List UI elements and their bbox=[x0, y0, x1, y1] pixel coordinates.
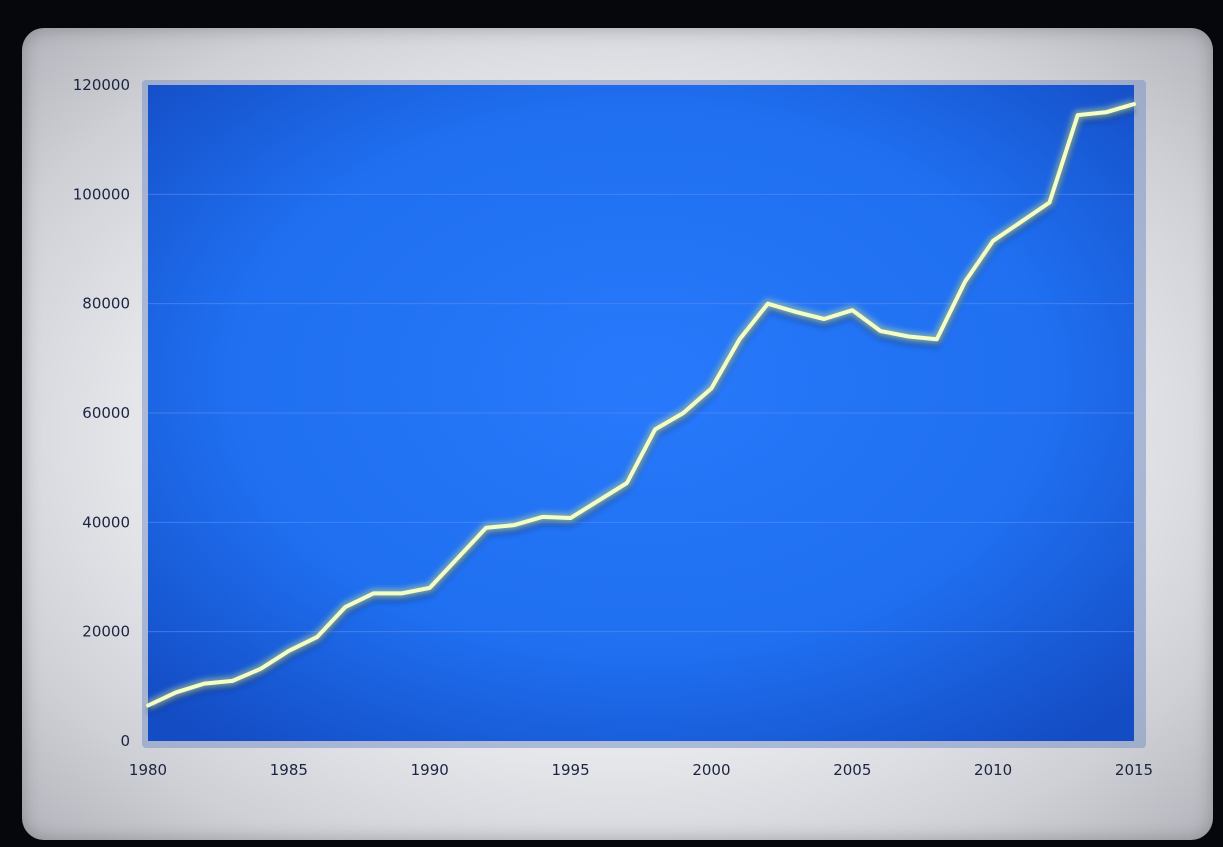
data-point bbox=[878, 329, 882, 333]
series-line bbox=[146, 102, 1136, 708]
data-point bbox=[1019, 220, 1023, 224]
data-point bbox=[597, 498, 601, 502]
data-point bbox=[400, 591, 404, 595]
data-point bbox=[850, 308, 854, 312]
x-tick-label: 1985 bbox=[270, 761, 308, 779]
data-point bbox=[146, 703, 150, 707]
data-point bbox=[287, 649, 291, 653]
data-point bbox=[343, 605, 347, 609]
data-point bbox=[963, 280, 967, 284]
y-axis: 0 20000 40000 60000 80000 100000 120000 bbox=[73, 76, 130, 750]
data-point bbox=[456, 556, 460, 560]
data-point bbox=[174, 690, 178, 694]
x-tick-label: 1990 bbox=[411, 761, 449, 779]
y-tick-label: 20000 bbox=[82, 623, 130, 641]
data-point bbox=[738, 337, 742, 341]
x-tick-label: 2005 bbox=[833, 761, 871, 779]
y-tick-label: 100000 bbox=[73, 185, 130, 203]
y-tick-label: 80000 bbox=[82, 295, 130, 313]
data-point bbox=[653, 427, 657, 431]
data-point bbox=[681, 411, 685, 415]
data-point bbox=[428, 586, 432, 590]
x-axis: 1980 1985 1990 1995 2000 2005 2010 2015 bbox=[129, 761, 1153, 779]
data-point bbox=[991, 239, 995, 243]
data-point bbox=[907, 334, 911, 338]
data-point bbox=[540, 515, 544, 519]
gridlines bbox=[148, 193, 1134, 633]
data-point bbox=[1047, 201, 1051, 205]
data-point bbox=[371, 591, 375, 595]
data-point bbox=[1132, 102, 1136, 106]
data-point bbox=[569, 516, 573, 520]
x-tick-label: 2015 bbox=[1115, 761, 1153, 779]
x-tick-label: 1995 bbox=[551, 761, 589, 779]
y-tick-label: 0 bbox=[120, 732, 130, 750]
data-point bbox=[822, 317, 826, 321]
y-tick-label: 120000 bbox=[73, 76, 130, 94]
x-tick-label: 2000 bbox=[692, 761, 730, 779]
x-tick-label: 1980 bbox=[129, 761, 167, 779]
x-tick-label: 2010 bbox=[974, 761, 1012, 779]
data-point bbox=[794, 310, 798, 314]
y-tick-label: 60000 bbox=[82, 404, 130, 422]
data-point bbox=[1076, 113, 1080, 117]
data-point bbox=[259, 667, 263, 671]
data-point bbox=[935, 337, 939, 341]
data-point bbox=[315, 635, 319, 639]
data-point bbox=[1104, 110, 1108, 114]
data-point bbox=[202, 682, 206, 686]
y-tick-label: 40000 bbox=[82, 513, 130, 531]
series-layer bbox=[146, 99, 1136, 714]
data-point bbox=[766, 302, 770, 306]
data-point bbox=[231, 679, 235, 683]
data-point bbox=[625, 481, 629, 485]
chart-frame: 0 20000 40000 60000 80000 100000 120000 1980 19… bbox=[22, 28, 1213, 840]
data-point bbox=[512, 523, 516, 527]
data-point bbox=[484, 526, 488, 530]
data-point bbox=[709, 386, 713, 390]
